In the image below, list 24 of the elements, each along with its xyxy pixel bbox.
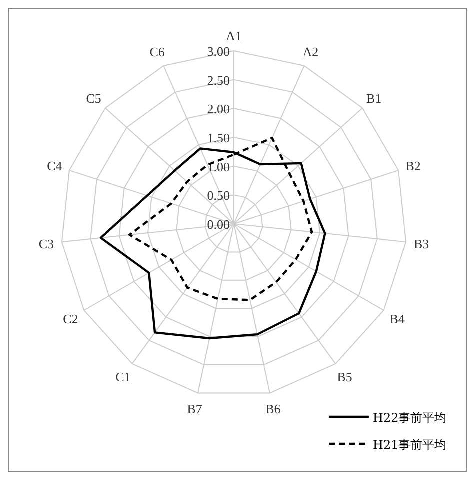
legend-label: H21事前平均 [373,438,447,452]
y-tick-label: 0.00 [207,217,230,232]
spoke-label: B2 [406,158,421,174]
spoke-label: B5 [337,370,352,385]
spoke-label: C2 [63,311,78,326]
spoke-label: C3 [38,236,54,252]
spoke-label: B3 [414,236,430,252]
spoke-label: A1 [226,28,242,44]
y-tick-label: 1.50 [207,130,230,146]
spoke-label: B1 [366,90,382,106]
spoke-label: A2 [302,44,319,60]
spoke-label: C4 [47,158,63,174]
legend-label: H22事前平均 [373,411,447,425]
spoke-label: C5 [86,90,102,106]
y-tick-label: 2.00 [207,102,230,117]
spoke-label: B4 [390,311,406,326]
spoke-label: B7 [187,401,203,416]
y-tick-label: 2.50 [207,72,230,88]
y-tick-label: 3.00 [207,44,230,59]
y-tick-label: 0.50 [207,188,230,204]
spoke-label: B6 [266,401,282,416]
spoke-label: C6 [150,44,166,60]
spoke-label: C1 [116,370,131,385]
y-tick-label: 1.00 [207,159,230,174]
